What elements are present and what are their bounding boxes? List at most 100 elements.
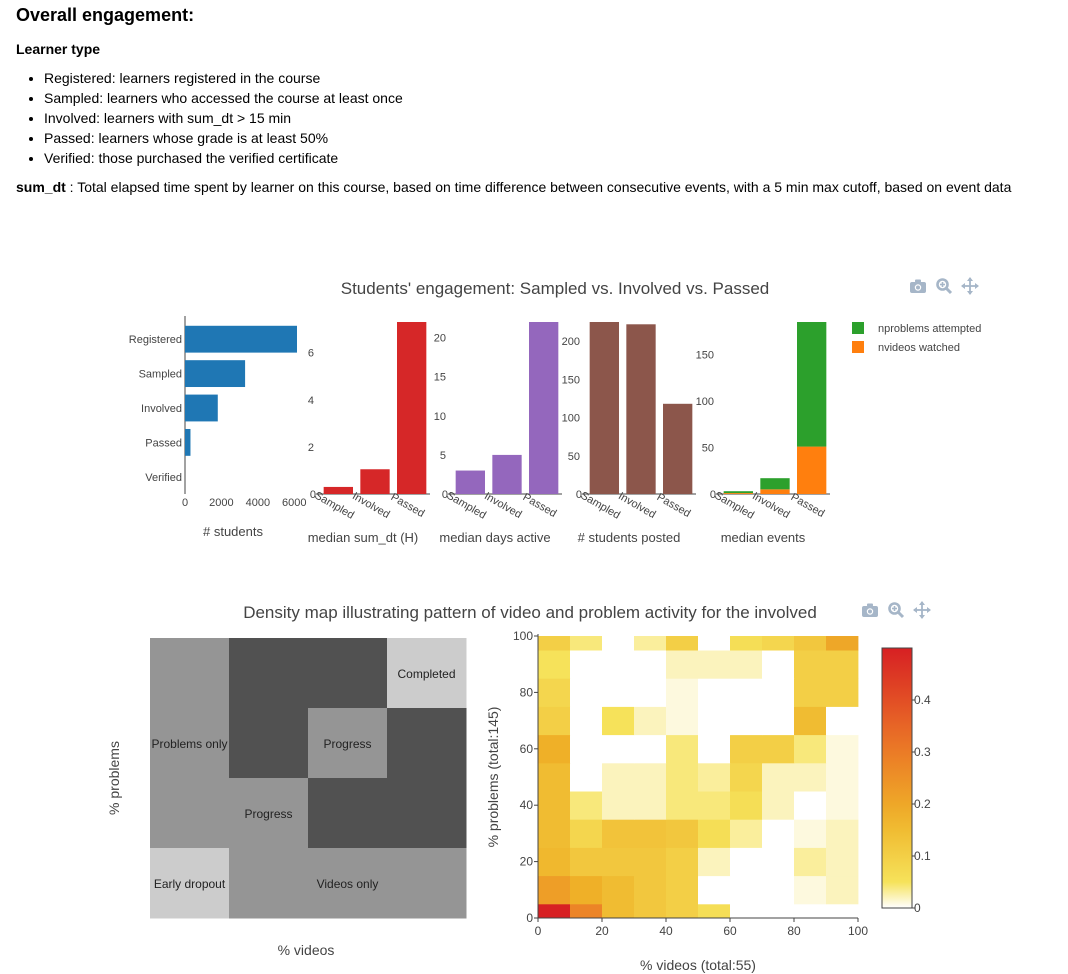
heat-cell[interactable] (698, 706, 731, 736)
heat-cell[interactable] (666, 762, 699, 792)
heat-cell[interactable] (634, 875, 667, 905)
heat-cell[interactable] (698, 875, 731, 905)
heat-cell[interactable] (666, 791, 699, 820)
bar-sampled[interactable] (185, 360, 246, 388)
heat-cell[interactable] (730, 791, 763, 820)
heat-cell[interactable] (602, 734, 635, 764)
zoom-icon[interactable] (934, 276, 954, 296)
heat-cell[interactable] (762, 847, 795, 877)
camera-icon[interactable] (908, 276, 928, 296)
heat-cell[interactable] (826, 706, 859, 736)
heat-cell[interactable] (570, 650, 603, 679)
bar-passed-nproblems[interactable] (797, 322, 827, 447)
heat-cell[interactable] (730, 650, 763, 679)
bar-involved[interactable] (492, 454, 522, 494)
heat-cell[interactable] (666, 678, 699, 707)
legend-swatch[interactable] (852, 341, 864, 353)
bar-involved[interactable] (360, 469, 390, 494)
heat-cell[interactable] (826, 875, 859, 905)
heat-cell[interactable] (570, 791, 603, 820)
heat-cell[interactable] (762, 734, 795, 764)
heat-cell[interactable] (666, 903, 699, 919)
heat-cell[interactable] (634, 903, 667, 919)
heat-cell[interactable] (698, 847, 731, 877)
bar-sampled[interactable] (323, 486, 353, 494)
heat-cell[interactable] (570, 678, 603, 707)
heat-cell[interactable] (634, 636, 667, 651)
bar-passed[interactable] (397, 322, 427, 494)
heat-cell[interactable] (730, 734, 763, 764)
bar-involved-nproblems[interactable] (760, 478, 790, 490)
heat-cell[interactable] (538, 819, 571, 848)
heat-cell[interactable] (794, 875, 827, 905)
heat-cell[interactable] (602, 847, 635, 877)
bar-sampled-nvideos[interactable] (723, 493, 753, 494)
heat-cell[interactable] (634, 762, 667, 792)
heat-cell[interactable] (730, 706, 763, 736)
heat-cell[interactable] (794, 762, 827, 792)
heat-cell[interactable] (602, 706, 635, 736)
heat-cell[interactable] (826, 650, 859, 679)
heat-cell[interactable] (794, 636, 827, 651)
heat-cell[interactable] (826, 636, 859, 651)
heat-cell[interactable] (634, 706, 667, 736)
heat-cell[interactable] (538, 678, 571, 707)
camera-icon[interactable] (860, 600, 880, 620)
heat-cell[interactable] (634, 678, 667, 707)
heat-cell[interactable] (602, 791, 635, 820)
heat-cell[interactable] (698, 650, 731, 679)
pan-icon[interactable] (912, 600, 932, 620)
heat-cell[interactable] (666, 706, 699, 736)
heat-cell[interactable] (666, 819, 699, 848)
heat-cell[interactable] (538, 875, 571, 905)
heat-cell[interactable] (762, 762, 795, 792)
heat-cell[interactable] (666, 875, 699, 905)
bar-passed[interactable] (663, 403, 693, 494)
heat-cell[interactable] (570, 875, 603, 905)
zoom-icon[interactable] (886, 600, 906, 620)
heat-cell[interactable] (602, 678, 635, 707)
heat-cell[interactable] (602, 819, 635, 848)
heat-cell[interactable] (570, 819, 603, 848)
heat-cell[interactable] (602, 875, 635, 905)
heat-cell[interactable] (730, 819, 763, 848)
heat-cell[interactable] (730, 875, 763, 905)
heat-cell[interactable] (730, 762, 763, 792)
bar-involved-nvideos[interactable] (760, 489, 790, 494)
heat-cell[interactable] (794, 819, 827, 848)
heat-cell[interactable] (666, 734, 699, 764)
legend-swatch[interactable] (852, 322, 864, 334)
heat-cell[interactable] (730, 847, 763, 877)
heat-cell[interactable] (698, 678, 731, 707)
heat-cell[interactable] (570, 636, 603, 651)
heat-cell[interactable] (826, 903, 859, 919)
bar-passed-nvideos[interactable] (797, 446, 827, 494)
pan-icon[interactable] (960, 276, 980, 296)
heat-cell[interactable] (762, 819, 795, 848)
heat-cell[interactable] (666, 847, 699, 877)
heat-cell[interactable] (602, 636, 635, 651)
heat-cell[interactable] (794, 847, 827, 877)
heat-cell[interactable] (698, 636, 731, 651)
heat-cell[interactable] (762, 636, 795, 651)
heat-cell[interactable] (698, 819, 731, 848)
heat-cell[interactable] (762, 875, 795, 905)
bar-sampled[interactable] (455, 470, 485, 494)
heat-cell[interactable] (698, 734, 731, 764)
heat-cell[interactable] (826, 847, 859, 877)
heat-cell[interactable] (698, 791, 731, 820)
bar-sampled[interactable] (589, 322, 619, 494)
bar-sampled-nproblems[interactable] (723, 491, 753, 494)
heat-cell[interactable] (570, 762, 603, 792)
heat-cell[interactable] (794, 903, 827, 919)
heat-cell[interactable] (602, 903, 635, 919)
heat-cell[interactable] (762, 706, 795, 736)
heat-cell[interactable] (634, 734, 667, 764)
heat-cell[interactable] (794, 791, 827, 820)
heat-cell[interactable] (570, 706, 603, 736)
bar-passed[interactable] (185, 428, 191, 456)
heat-cell[interactable] (794, 678, 827, 707)
heat-cell[interactable] (762, 791, 795, 820)
heat-cell[interactable] (794, 734, 827, 764)
heat-cell[interactable] (666, 636, 699, 651)
